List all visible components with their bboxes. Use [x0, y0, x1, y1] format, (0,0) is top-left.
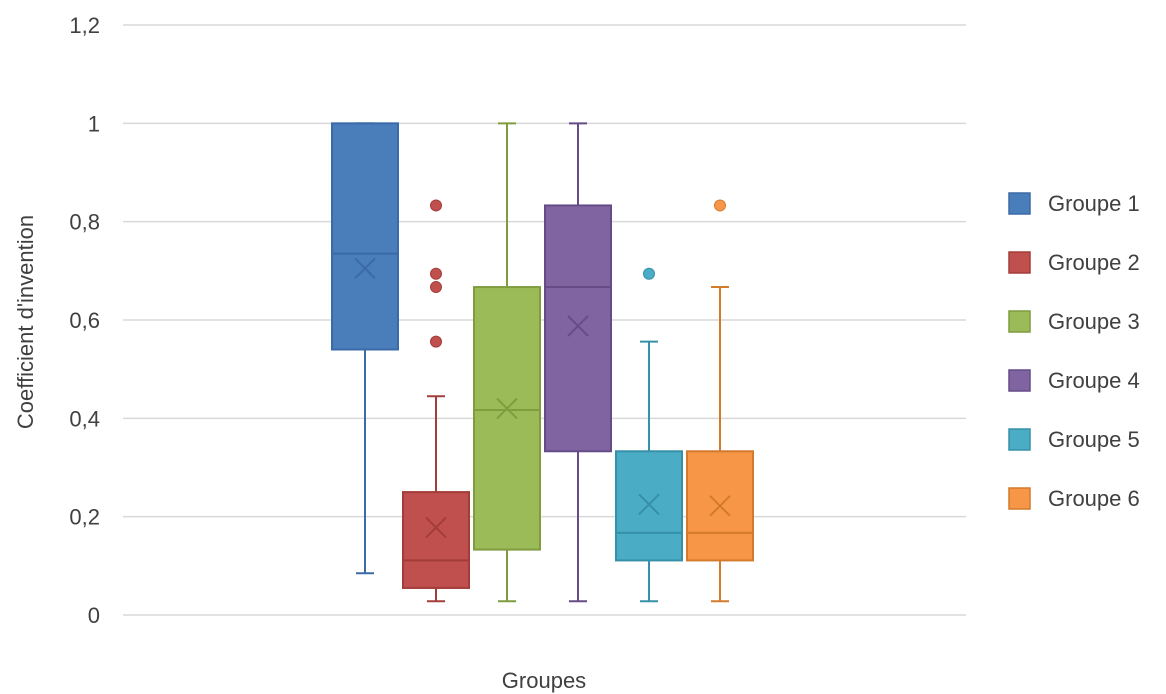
mean-marker	[638, 493, 660, 516]
legend-swatch	[1008, 487, 1031, 510]
legend-swatch	[1008, 369, 1031, 392]
mean-marker	[567, 315, 589, 337]
mean-marker	[425, 516, 447, 539]
legend-label: Groupe 2	[1048, 250, 1140, 275]
box-4	[544, 122, 612, 603]
outlier-point	[430, 281, 442, 294]
legend-item-3: Groupe 3	[1008, 309, 1140, 334]
y-tick-label: 0,8	[69, 210, 100, 235]
legend-label: Groupe 5	[1048, 427, 1140, 452]
box-iqr	[544, 204, 612, 453]
y-tick-label: 1	[88, 111, 100, 136]
outlier-point	[430, 267, 442, 280]
boxes	[331, 122, 754, 603]
box-6	[686, 199, 754, 603]
y-tick-labels: 0 0,2 0,4 0,6 0,8 1 1,2	[69, 13, 100, 628]
legend-swatch	[1008, 428, 1031, 451]
legend-label: Groupe 3	[1048, 309, 1140, 334]
legend-item-1: Groupe 1	[1008, 191, 1140, 216]
box-3	[473, 122, 541, 603]
outlier-point	[430, 335, 442, 348]
y-tick-label: 0,2	[69, 505, 100, 530]
legend-label: Groupe 6	[1048, 486, 1140, 511]
legend-item-5: Groupe 5	[1008, 427, 1140, 452]
box-iqr	[402, 491, 470, 589]
mean-marker	[709, 495, 731, 517]
y-tick-label: 0,4	[69, 406, 100, 431]
y-tick-label: 0,6	[69, 308, 100, 333]
y-tick-label: 0	[88, 603, 100, 628]
legend-item-6: Groupe 6	[1008, 486, 1140, 511]
mean-marker	[496, 397, 518, 420]
legend-swatch	[1008, 192, 1031, 215]
box-2	[402, 199, 470, 603]
x-axis-title: Groupes	[502, 668, 586, 693]
legend-label: Groupe 1	[1048, 191, 1140, 216]
box-iqr	[615, 450, 683, 562]
mean-marker	[354, 257, 376, 280]
box-1	[331, 122, 399, 575]
legend: Groupe 1 Groupe 2 Groupe 3 Groupe 4 Groupe 5…	[1008, 191, 1140, 511]
box-5	[615, 267, 683, 603]
outlier-point	[714, 199, 726, 212]
box-iqr	[473, 286, 541, 551]
legend-item-2: Groupe 2	[1008, 250, 1140, 275]
outlier-point	[643, 267, 655, 280]
outlier-point	[430, 199, 442, 212]
legend-item-4: Groupe 4	[1008, 368, 1140, 393]
legend-swatch	[1008, 251, 1031, 274]
y-axis-title: Coefficient d'invention	[13, 215, 38, 429]
legend-label: Groupe 4	[1048, 368, 1140, 393]
box-iqr	[331, 122, 399, 351]
y-tick-label: 1,2	[69, 13, 100, 38]
legend-swatch	[1008, 310, 1031, 333]
